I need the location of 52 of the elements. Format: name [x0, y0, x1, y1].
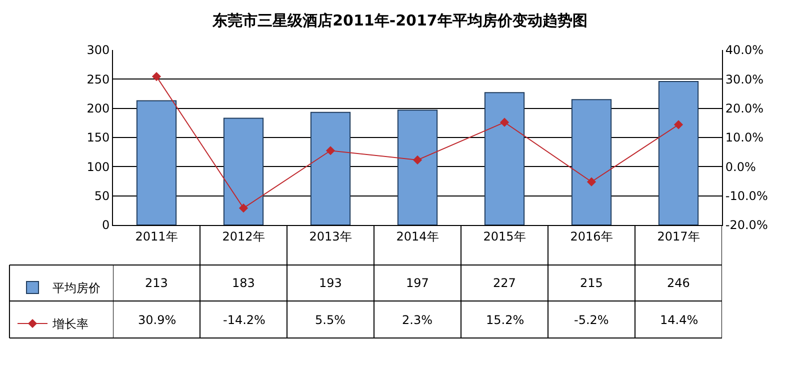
point — [586, 177, 596, 186]
y2-tick-label: -20.0% — [725, 218, 768, 232]
data-label: 227 — [493, 276, 516, 290]
x-tick-label: 2011年 — [135, 229, 178, 244]
chart-title: 东莞市三星级酒店2011年-2017年平均房价变动趋势图 — [212, 12, 588, 30]
y-tick-label: 200 — [86, 102, 110, 116]
data-label: 15.2% — [486, 313, 524, 327]
point — [152, 72, 162, 82]
y2-tick-label: -10.0% — [725, 189, 768, 204]
data-label: 2.3% — [402, 313, 432, 327]
bar — [310, 112, 351, 225]
x-tick-label: 2017年 — [657, 229, 700, 244]
data-label: 5.5% — [315, 313, 346, 327]
data-label: 246 — [667, 276, 690, 290]
point — [674, 120, 684, 130]
bar — [571, 99, 612, 225]
y2-tick-label: 30.0% — [725, 72, 764, 86]
x-tick-label: 2014年 — [396, 229, 439, 244]
y-tick-label: 300 — [86, 43, 110, 58]
x-tick-label: 2012年 — [222, 229, 265, 244]
data-label: 213 — [145, 276, 168, 290]
y-tick-label: 50 — [94, 189, 110, 204]
y2-tick-label: 10.0% — [725, 130, 764, 145]
y-tick-label: 0 — [102, 218, 110, 232]
bar — [484, 92, 525, 225]
data-label: 193 — [319, 276, 342, 290]
data-label: 30.9% — [138, 313, 176, 327]
y-tick-label: 100 — [86, 160, 110, 174]
data-label: -14.2% — [223, 313, 266, 327]
y-tick-label: 150 — [86, 130, 110, 145]
y2-tick-label: 20.0% — [725, 102, 764, 116]
point — [412, 155, 422, 165]
y2-tick-label: 40.0% — [725, 43, 764, 58]
data-label: 197 — [406, 276, 429, 290]
data-label: 14.4% — [660, 313, 698, 327]
bar — [223, 118, 264, 225]
x-tick-label: 2013年 — [309, 229, 352, 244]
point — [238, 204, 248, 213]
legend-label: 增长率 — [52, 317, 89, 332]
y-tick-label: 250 — [86, 72, 110, 86]
y2-tick-label: 0.0% — [725, 160, 756, 174]
data-label: 183 — [232, 276, 255, 290]
bar — [397, 110, 438, 225]
bar — [658, 81, 699, 225]
data-label: -5.2% — [574, 313, 609, 327]
point — [326, 146, 336, 156]
bar — [136, 100, 177, 225]
x-tick-label: 2016年 — [570, 229, 613, 244]
legend-label: 平均房价 — [52, 281, 101, 296]
data-label: 215 — [580, 276, 603, 290]
x-tick-label: 2015年 — [483, 229, 526, 244]
point — [500, 118, 510, 127]
